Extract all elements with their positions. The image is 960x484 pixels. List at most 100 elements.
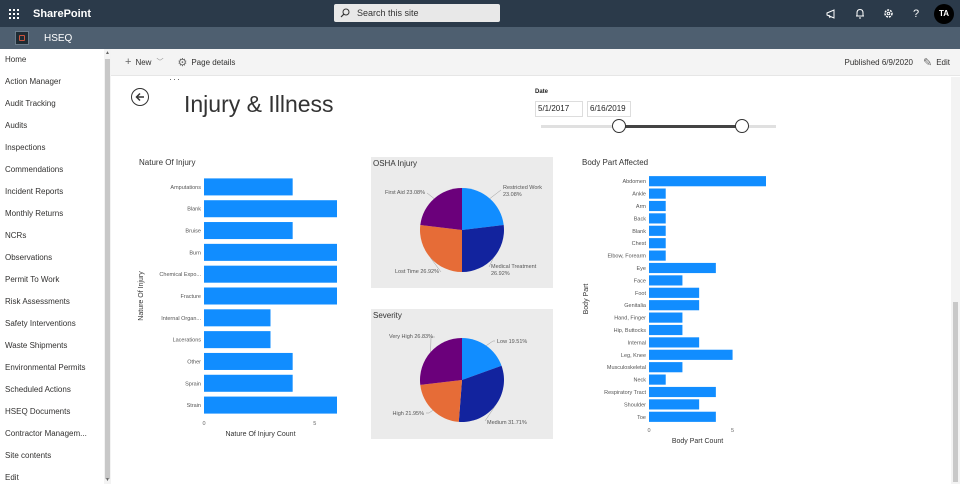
page-scrollbar-thumb[interactable] [953, 302, 958, 482]
bar[interactable] [204, 396, 337, 414]
bar[interactable] [649, 337, 700, 348]
pie-slice[interactable] [420, 380, 462, 422]
nav-item[interactable]: Commendations [5, 165, 64, 174]
data-label: High 21.95% [393, 411, 425, 417]
brand-name[interactable]: SharePoint [33, 7, 92, 20]
bar[interactable] [649, 250, 666, 261]
nav-item[interactable]: Inspections [5, 143, 46, 152]
nav-item[interactable]: Site contents [5, 451, 52, 460]
pie-slice[interactable] [462, 188, 504, 230]
bar[interactable] [649, 287, 700, 298]
suite-bar: SharePoint Search this site ? TA [0, 0, 960, 27]
bar[interactable] [204, 287, 337, 305]
x-tick-label: 5 [313, 421, 316, 427]
bar[interactable] [204, 352, 293, 370]
nav-item[interactable]: Home [5, 55, 27, 64]
bar[interactable] [204, 222, 293, 240]
nav-item[interactable]: Safety Interventions [5, 319, 76, 328]
pie-slice[interactable] [420, 338, 462, 385]
bar[interactable] [649, 225, 666, 236]
bar[interactable] [649, 188, 666, 199]
nav-item[interactable]: Observations [5, 253, 53, 262]
scroll-down-icon[interactable]: ▼ [105, 477, 110, 483]
more-options-icon[interactable]: ··· [169, 74, 181, 84]
bar[interactable] [649, 262, 716, 274]
data-label: Restricted Work [503, 185, 542, 191]
bar[interactable] [649, 386, 716, 398]
category-label: Toe [637, 415, 646, 421]
app-launcher-icon[interactable] [2, 0, 26, 27]
x-axis-label: Nature Of Injury Count [225, 431, 295, 438]
pie-slice[interactable] [420, 188, 462, 230]
category-label: Leg, Knee [621, 353, 646, 359]
category-label: Elbow, Forearm [607, 254, 646, 260]
bar[interactable] [649, 312, 683, 323]
nav-item[interactable]: Action Manager [5, 77, 62, 86]
bar[interactable] [649, 411, 716, 422]
bar[interactable] [649, 238, 666, 249]
bar[interactable] [649, 374, 666, 385]
nav-item[interactable]: Scheduled Actions [5, 385, 71, 394]
page-details-button[interactable]: ⚙ Page details [177, 56, 235, 69]
bar[interactable] [649, 362, 683, 373]
avatar[interactable]: TA [934, 3, 954, 24]
search-icon [340, 8, 350, 18]
site-name[interactable]: HSEQ [44, 32, 73, 44]
date-slider-end-handle[interactable] [735, 119, 749, 133]
y-axis-label: Nature Of Injury [138, 271, 145, 321]
bell-icon[interactable] [846, 0, 874, 27]
back-button[interactable] [131, 88, 149, 106]
nav-item[interactable]: Edit [5, 473, 19, 482]
help-icon[interactable]: ? [912, 7, 920, 20]
bar[interactable] [204, 309, 271, 327]
bar[interactable] [204, 374, 293, 392]
bar[interactable] [649, 324, 683, 336]
pie-slice[interactable] [462, 224, 504, 272]
bar[interactable] [649, 399, 700, 410]
start-date-input[interactable]: 5/1/2017 [535, 101, 583, 117]
bar[interactable] [649, 176, 766, 187]
nav-item[interactable]: Permit To Work [5, 275, 60, 284]
bar[interactable] [204, 243, 337, 261]
bar[interactable] [204, 331, 271, 349]
bar[interactable] [649, 200, 666, 212]
bar[interactable] [649, 349, 733, 360]
bar[interactable] [204, 200, 337, 218]
nav-item[interactable]: Environmental Permits [5, 363, 86, 372]
nav-scrollbar-thumb[interactable] [105, 59, 110, 479]
nav-item[interactable]: Monthly Returns [5, 209, 64, 218]
category-label: Blank [187, 207, 201, 213]
bar[interactable] [649, 213, 666, 224]
report-canvas: ··· Injury & Illness Date 5/1/2017 6/16/… [111, 74, 951, 484]
category-label: Lacerations [173, 338, 202, 344]
nav-item[interactable]: Audit Tracking [5, 99, 56, 108]
page-scrollbar[interactable] [951, 77, 960, 484]
pie-slice[interactable] [462, 338, 502, 380]
search-placeholder: Search this site [357, 8, 419, 18]
new-button[interactable]: + New ﹀ [125, 56, 163, 68]
chart-title-severity: Severity [373, 311, 402, 320]
nav-item[interactable]: NCRs [5, 231, 27, 240]
nav-item[interactable]: HSEQ Documents [5, 407, 71, 416]
site-logo-icon[interactable] [15, 31, 29, 45]
bar[interactable] [204, 265, 337, 283]
end-date-input[interactable]: 6/16/2019 [587, 101, 631, 117]
nav-item[interactable]: Incident Reports [5, 187, 64, 196]
nav-item[interactable]: Contractor Managem... [5, 429, 87, 438]
nav-scrollbar[interactable]: ▲ ▼ [104, 49, 111, 484]
data-label: Lost Time 26.92% [395, 269, 439, 275]
scroll-up-icon[interactable]: ▲ [105, 50, 110, 56]
nav-item[interactable]: Audits [5, 121, 28, 130]
bar[interactable] [649, 300, 700, 311]
bar[interactable] [649, 275, 683, 286]
search-box[interactable]: Search this site [334, 4, 500, 22]
nav-item[interactable]: Risk Assessments [5, 297, 70, 306]
bar[interactable] [204, 178, 293, 196]
nav-item[interactable]: Waste Shipments [5, 341, 68, 350]
megaphone-icon[interactable] [818, 0, 846, 27]
pie-slice[interactable] [420, 224, 462, 272]
edit-button[interactable]: ✎ Edit [923, 56, 950, 69]
date-slider-start-handle[interactable] [612, 119, 626, 133]
gear-icon[interactable] [874, 0, 902, 27]
pie-slice[interactable] [458, 365, 504, 422]
